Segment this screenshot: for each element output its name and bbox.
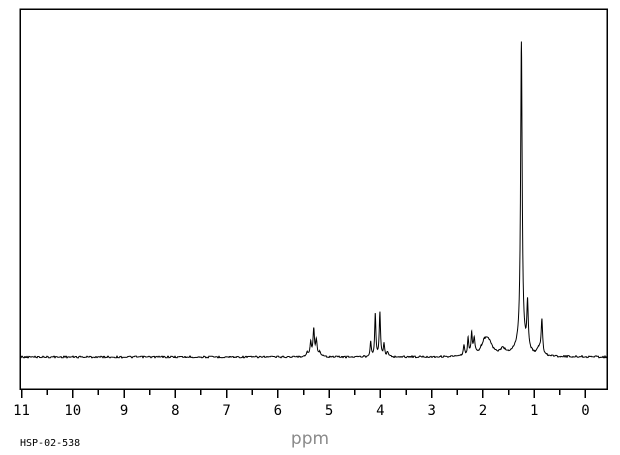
x-tick-label: 5	[325, 403, 333, 419]
x-tick-label: 6	[274, 403, 282, 419]
x-axis-tick-labels: 11 10 9 8 7 6 5 4 3 2 1 0	[13, 403, 590, 419]
x-tick-label: 9	[120, 403, 128, 419]
x-axis-label: ppm	[291, 429, 329, 449]
x-axis-ticks	[20, 389, 587, 398]
x-tick-label: 2	[479, 403, 487, 419]
x-tick-label: 11	[13, 403, 30, 419]
x-tick-label: 7	[222, 403, 230, 419]
x-tick-label: 0	[581, 403, 589, 419]
x-tick-label: 3	[427, 403, 435, 419]
x-tick-label: 10	[64, 403, 81, 419]
x-tick-label: 8	[171, 403, 179, 419]
spectrum-trace	[20, 41, 608, 359]
plot-border-box	[19, 8, 608, 390]
x-tick-label: 4	[376, 403, 384, 419]
x-tick-label: 1	[530, 403, 538, 419]
spectrum-id-label: HSP-02-538	[20, 438, 80, 449]
